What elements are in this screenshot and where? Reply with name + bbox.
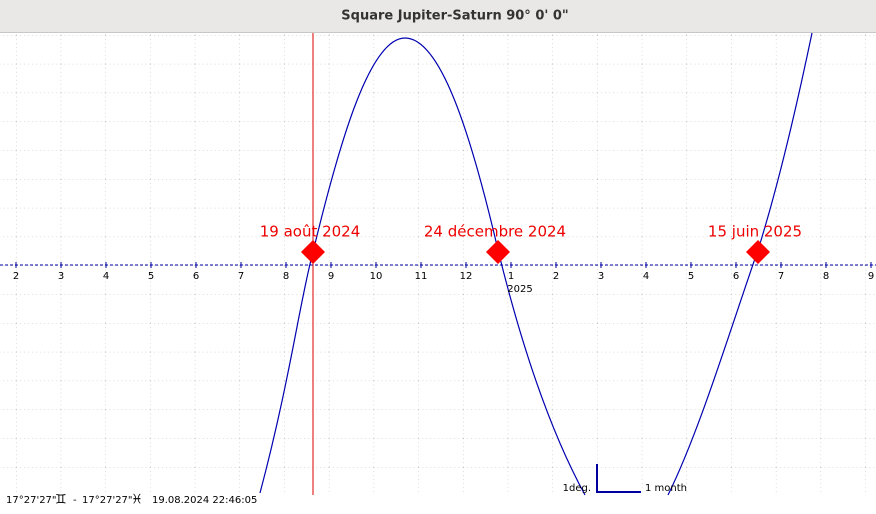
month-label: 12	[460, 271, 473, 282]
event-marker	[746, 240, 770, 264]
event-marker	[486, 240, 510, 264]
month-label: 4	[103, 271, 109, 282]
month-label: 5	[688, 271, 694, 282]
year-label: 2025	[507, 284, 532, 295]
status-position-2: 17°27'27"	[82, 495, 133, 506]
month-label: 10	[370, 271, 383, 282]
month-label: 2	[13, 271, 19, 282]
month-label: 3	[598, 271, 604, 282]
month-label: 11	[415, 271, 428, 282]
scale-bar	[596, 464, 641, 493]
status-sign-2: ♓	[131, 493, 143, 508]
month-label: 6	[193, 271, 199, 282]
plot-grid	[0, 33, 876, 495]
month-label: 5	[148, 271, 154, 282]
month-label: 1	[508, 271, 514, 282]
event-label: 19 août 2024	[260, 223, 361, 241]
event-marker	[301, 240, 325, 264]
month-label: 8	[823, 271, 829, 282]
month-label: 9	[868, 271, 874, 282]
month-label: 7	[778, 271, 784, 282]
month-label: 4	[643, 271, 649, 282]
scale-horizontal: 1 month	[645, 483, 687, 494]
month-label: 9	[328, 271, 334, 282]
month-label: 6	[733, 271, 739, 282]
status-sign-1: ♊	[55, 493, 67, 508]
status-datetime: 19.08.2024 22:46:05	[152, 495, 257, 506]
scale-vertical: 1deg.	[563, 483, 591, 494]
month-label: 3	[58, 271, 64, 282]
month-label: 7	[238, 271, 244, 282]
event-label: 24 décembre 2024	[424, 223, 566, 241]
title-bar	[0, 0, 876, 32]
status-position-1: 17°27'27"	[6, 495, 57, 506]
month-label: 2	[553, 271, 559, 282]
event-label: 15 juin 2025	[708, 223, 802, 241]
window-title: Square Jupiter-Saturn 90° 0' 0"	[341, 9, 568, 24]
month-label: 8	[283, 271, 289, 282]
status-separator: -	[73, 495, 77, 506]
